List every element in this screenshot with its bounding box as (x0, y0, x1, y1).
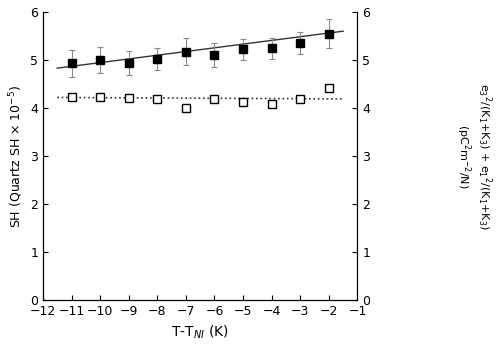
Y-axis label: e$_3$$^2$/(K$_1$+K$_3$) + e$_1$$^2$/(K$_1$+K$_3$)
(pC$^2$m$^{-2}$/N): e$_3$$^2$/(K$_1$+K$_3$) + e$_1$$^2$/(K$_… (454, 83, 493, 229)
X-axis label: T-T$_{NI}$ (K): T-T$_{NI}$ (K) (172, 324, 229, 341)
Y-axis label: SH (Quartz SH × 10$^{-5}$): SH (Quartz SH × 10$^{-5}$) (7, 85, 24, 228)
